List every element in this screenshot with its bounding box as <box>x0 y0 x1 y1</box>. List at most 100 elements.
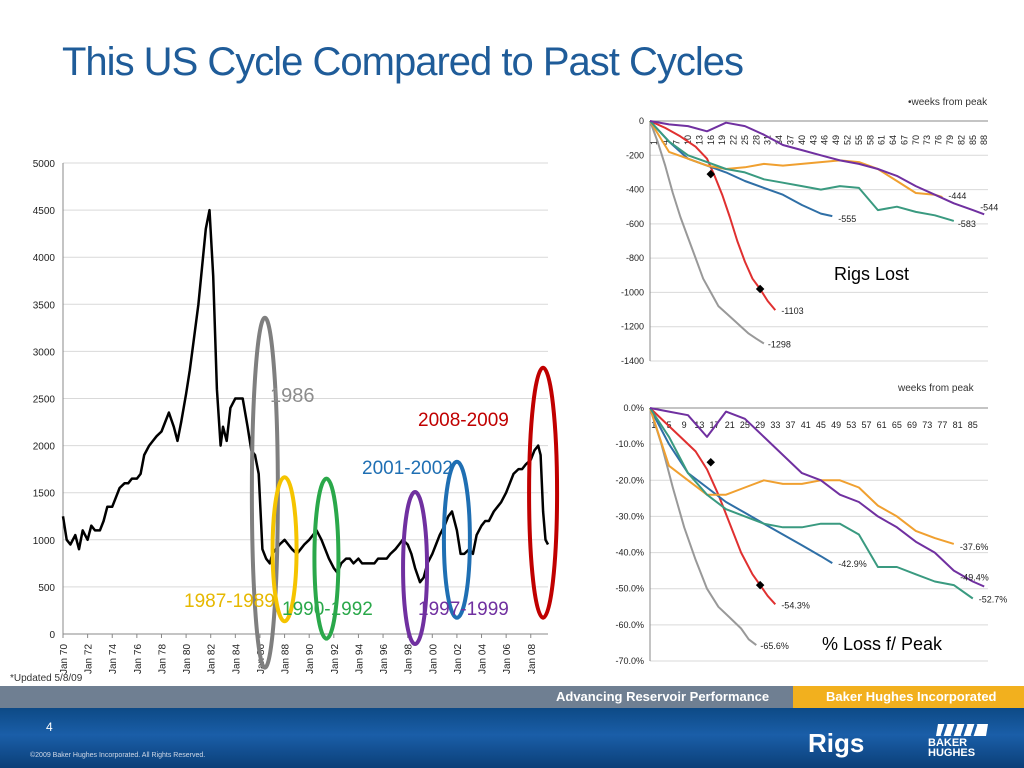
main-y-tick-label: 4000 <box>33 253 56 264</box>
small-x-tick-label: 43 <box>808 135 818 145</box>
circle-2008-2009 <box>527 365 560 620</box>
main-y-tick-label: 500 <box>38 583 55 594</box>
cycle-series-line <box>649 120 777 311</box>
pct-loss-title: % Loss f/ Peak <box>822 634 943 654</box>
small-y-tick-label: -600 <box>626 219 644 229</box>
cycle-series-line <box>649 407 777 605</box>
small-x-tick-label: 13 <box>694 135 704 145</box>
small-x-tick-label: 69 <box>907 420 917 430</box>
main-x-tick-label: Jan 02 <box>453 644 464 674</box>
small-y-tick-label: -50.0% <box>615 584 644 594</box>
small-y-tick-label: -10.0% <box>615 439 644 449</box>
pct-x-tick-labels: 1 5 9 13 17 21 25 29 33 37 41 45 49 53 57 61 65 69 73 77 81 8… <box>651 420 978 430</box>
small-x-tick-label: 9 <box>682 420 687 430</box>
small-y-tick-label: -70.0% <box>615 656 644 666</box>
pct-weeks-label: weeks from peak <box>898 383 974 394</box>
main-x-tick-label: Jan 98 <box>404 644 415 674</box>
small-x-tick-label: 49 <box>831 135 841 145</box>
series-end-label: -49.4% <box>960 573 989 583</box>
small-x-tick-label: 5 <box>666 420 671 430</box>
cycle-label-2008-2009: 2008-2009 <box>418 410 509 431</box>
main-x-tick-label: Jan 04 <box>478 644 489 674</box>
small-y-tick-label: -1200 <box>621 322 644 332</box>
small-y-tick-label: -20.0% <box>615 475 644 485</box>
small-x-tick-label: 45 <box>816 420 826 430</box>
small-x-tick-label: 16 <box>706 135 716 145</box>
series-end-label: -42.9% <box>838 559 867 569</box>
small-x-tick-label: 85 <box>968 135 978 145</box>
main-x-tick-label: Jan 74 <box>108 644 119 674</box>
small-x-tick-label: 64 <box>888 135 898 145</box>
small-x-tick-label: 25 <box>740 135 750 145</box>
small-x-tick-label: 7 <box>672 140 682 145</box>
cycle-series-line <box>649 120 765 345</box>
main-x-tick-label: Jan 70 <box>59 644 70 674</box>
main-x-tick-label: Jan 96 <box>379 644 390 674</box>
cycle-series-line <box>649 407 955 545</box>
small-y-tick-label: 0 <box>639 116 644 126</box>
small-x-tick-label: 52 <box>842 135 852 145</box>
rigs-series: -1298 -1103 -555 -444 -583 -544 <box>649 120 998 350</box>
series-marker <box>706 169 716 179</box>
series-end-label: -54.3% <box>781 600 810 610</box>
logo-text-line2: HUGHES <box>928 747 976 759</box>
main-x-tick-label: Jan 06 <box>502 644 513 674</box>
small-x-tick-label: 10 <box>683 135 693 145</box>
cycle-label-1986: 1986 <box>270 385 315 407</box>
small-x-tick-label: 77 <box>937 420 947 430</box>
small-x-tick-label: 55 <box>854 135 864 145</box>
cycle-series-line <box>649 407 757 646</box>
rigs-lost-title: Rigs Lost <box>834 264 910 284</box>
circle-1986 <box>249 315 280 670</box>
section-label: Rigs <box>808 728 865 758</box>
small-x-tick-label: 25 <box>740 420 750 430</box>
footer-strip <box>0 686 1024 708</box>
small-x-tick-label: 33 <box>770 420 780 430</box>
cycle-label-1987-1989: 1987-1989 <box>184 591 275 612</box>
small-y-tick-label: -200 <box>626 150 644 160</box>
small-x-tick-label: 1 <box>651 420 656 430</box>
small-y-tick-label: -40.0% <box>615 548 644 558</box>
small-x-tick-label: 85 <box>968 420 978 430</box>
small-x-tick-label: 37 <box>786 420 796 430</box>
series-end-label: -65.6% <box>760 641 789 651</box>
main-y-tick-label: 1000 <box>33 536 56 547</box>
small-x-tick-label: 29 <box>755 420 765 430</box>
cycle-series-line <box>649 120 833 218</box>
small-x-tick-label: 28 <box>751 135 761 145</box>
series-end-label: -544 <box>980 202 998 212</box>
series-end-label: -1103 <box>781 306 803 316</box>
small-y-tick-label: -30.0% <box>615 511 644 521</box>
main-x-tick-label: Jan 82 <box>207 644 218 674</box>
baker-hughes-logo-icon <box>936 723 988 737</box>
small-x-tick-label: 40 <box>797 135 807 145</box>
circle-2001-2002 <box>441 459 472 620</box>
small-y-tick-label: -60.0% <box>615 620 644 630</box>
circle-1997-1999 <box>401 490 430 647</box>
small-y-tick-label: -400 <box>626 185 644 195</box>
main-x-tick-label: Jan 72 <box>84 644 95 674</box>
main-x-tick-label: Jan 84 <box>231 644 242 674</box>
small-x-tick-label: 61 <box>877 420 887 430</box>
pct-y-tick-labels: 0.0% -10.0% -20.0% -30.0% -40.0% -50.0% -60.0%… <box>615 403 644 666</box>
series-end-label: -1298 <box>768 340 791 350</box>
cycle-series-line <box>649 407 833 564</box>
main-x-tick-label: Jan 00 <box>428 644 439 674</box>
small-x-tick-label: 67 <box>899 135 909 145</box>
small-x-tick-label: 57 <box>861 420 871 430</box>
rigs-weeks-label: •weeks from peak <box>908 97 988 108</box>
rigs-gridlines <box>649 120 988 362</box>
small-y-tick-label: -800 <box>626 253 644 263</box>
main-y-tick-label: 3000 <box>33 347 56 358</box>
small-x-tick-label: 37 <box>786 135 796 145</box>
pct-series: -65.6% -54.3% -42.9% -37.6% -52.7% -49.4% <box>649 407 1007 651</box>
cycle-label-2001-2002: 2001-2002 <box>362 458 453 479</box>
small-y-tick-label: -1400 <box>621 356 644 366</box>
cycle-label-1997-1999: 1997-1999 <box>418 599 509 620</box>
series-marker <box>755 580 765 590</box>
small-x-tick-label: 73 <box>922 135 932 145</box>
main-y-tick-label: 2000 <box>33 442 56 453</box>
small-x-tick-label: 46 <box>820 135 830 145</box>
small-x-tick-label: 82 <box>956 135 966 145</box>
updated-note: *Updated 5/8/09 <box>10 673 83 684</box>
